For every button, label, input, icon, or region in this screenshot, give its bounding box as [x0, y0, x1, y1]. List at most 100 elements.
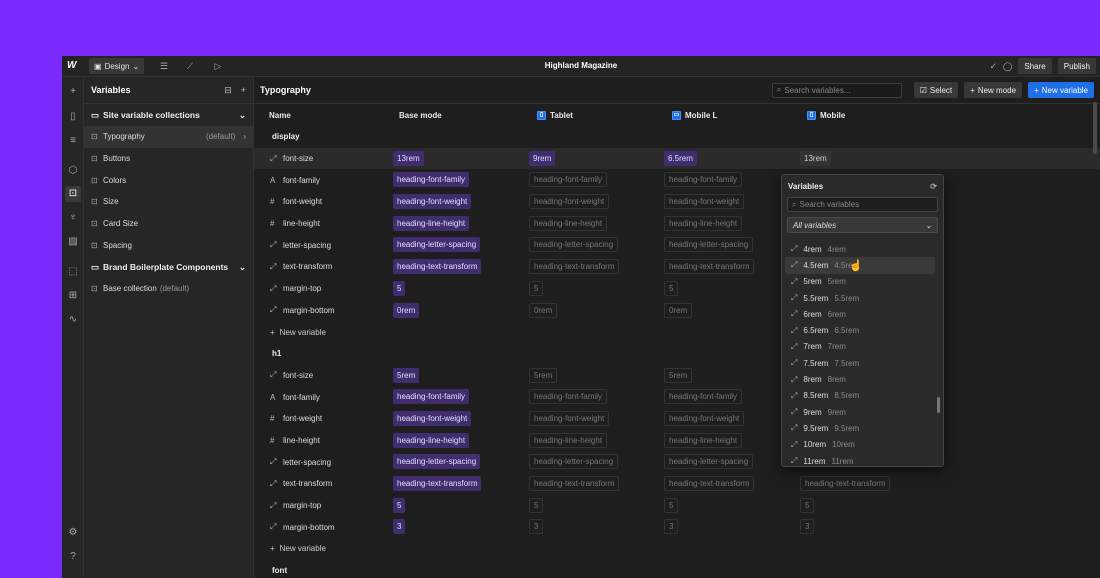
cell-mobile-l[interactable]: heading-font-weight	[664, 194, 745, 210]
column-mobile[interactable]: ▯ Mobile	[807, 105, 845, 126]
add-icon[interactable]: +	[70, 86, 76, 97]
new-variable-link[interactable]: + New variable	[270, 327, 326, 337]
popup-variable-item[interactable]: ⤢ 5rem 5rem	[791, 276, 846, 287]
table-row[interactable]: ⤢ margin-bottom 3 3 3 3	[254, 516, 1100, 538]
variable-name[interactable]: ⤢ margin-bottom	[270, 522, 335, 532]
cell-mobile-l[interactable]: heading-line-height	[664, 432, 743, 448]
table-scrollbar[interactable]	[1093, 102, 1097, 154]
cell-mobile[interactable]: 5	[800, 497, 815, 513]
popup-variable-item[interactable]: ⤢ 6.5rem 6.5rem	[791, 325, 860, 336]
table-row[interactable]: ⤢ text-transform heading-text-transform hea…	[254, 256, 1100, 278]
cell-mobile-l[interactable]: 5	[664, 280, 679, 296]
popup-variable-item[interactable]: ⤢ 8rem 8rem	[791, 374, 846, 385]
cell-tablet[interactable]: 5rem	[529, 367, 558, 383]
cell-mobile-l[interactable]: heading-line-height	[664, 215, 743, 231]
table-row[interactable]: ⤢ letter-spacing heading-letter-spacing hea…	[254, 234, 1100, 256]
cms-icon[interactable]: ☰	[159, 61, 169, 71]
cell-tablet[interactable]: heading-letter-spacing	[529, 454, 619, 470]
cell-mobile-l[interactable]: heading-font-family	[664, 389, 743, 405]
table-row[interactable]: # line-height heading-line-height heading-l…	[254, 430, 1100, 452]
assets-icon[interactable]: ▨	[68, 236, 78, 247]
cell-tablet[interactable]: heading-letter-spacing	[529, 237, 619, 253]
table-row[interactable]: ⤢ margin-top 5 5 5	[254, 278, 1100, 300]
cell-base[interactable]: heading-text-transform	[393, 476, 482, 491]
group-row[interactable]: h1	[254, 343, 1100, 365]
cell-mobile-l[interactable]: heading-font-weight	[664, 410, 745, 426]
group-row[interactable]: display	[254, 126, 1100, 148]
new-variable-row[interactable]: + New variable	[254, 538, 1100, 560]
table-row[interactable]: ⤢ letter-spacing heading-letter-spacing hea…	[254, 451, 1100, 473]
popup-variable-item[interactable]: ⤢ 10rem 10rem	[791, 439, 855, 450]
popup-search-input[interactable]: ⌕ Search variables	[787, 197, 938, 212]
cell-mobile-l[interactable]: 3	[664, 519, 679, 535]
cell-tablet[interactable]: heading-font-weight	[529, 194, 610, 210]
sidebar-item-buttons[interactable]: ⊡ Buttons	[91, 154, 131, 164]
column-mobile-l[interactable]: ▭ Mobile L	[672, 111, 718, 120]
audit-icon[interactable]: ∿	[68, 314, 78, 325]
brand-collections-header[interactable]: ▭ Brand Boilerplate Components ⌄	[91, 261, 246, 273]
cell-base[interactable]: heading-letter-spacing	[393, 237, 481, 253]
cell-tablet[interactable]: heading-font-weight	[529, 410, 610, 426]
cell-mobile-l[interactable]: heading-font-family	[664, 172, 743, 188]
refresh-icon[interactable]: ⟳	[930, 181, 937, 191]
cell-mobile-l[interactable]: 5	[664, 497, 679, 513]
table-row[interactable]: ⤢ text-transform heading-text-transform hea…	[254, 473, 1100, 495]
table-row[interactable]: ⤢ margin-bottom 0rem 0rem 0rem	[254, 300, 1100, 322]
variable-name[interactable]: # line-height	[270, 435, 320, 445]
webflow-logo-icon[interactable]: W	[67, 60, 77, 71]
cell-tablet[interactable]: 0rem	[529, 302, 558, 318]
cell-base[interactable]: heading-font-weight	[393, 410, 472, 426]
popup-variable-item[interactable]: ⤢ 5.5rem 5.5rem	[791, 293, 860, 303]
publish-button[interactable]: Publish	[1057, 58, 1096, 74]
sidebar-item-card-size[interactable]: ⊡ Card Size	[91, 219, 139, 229]
cell-tablet[interactable]: heading-text-transform	[529, 476, 620, 491]
cell-base[interactable]: heading-font-family	[393, 172, 470, 188]
new-variable-link[interactable]: + New variable	[270, 544, 326, 554]
cell-base[interactable]: heading-line-height	[393, 215, 470, 231]
cell-mobile-l[interactable]: 0rem	[664, 302, 693, 318]
cell-mobile[interactable]: 13rem	[800, 150, 831, 166]
cell-tablet[interactable]: heading-line-height	[529, 432, 608, 448]
site-collections-header[interactable]: ▭ Site variable collections ⌄	[91, 109, 246, 121]
table-row[interactable]: ⤢ font-size 13rem 9rem 6.5rem 13rem	[254, 147, 1100, 170]
comment-icon[interactable]: ◯	[1002, 60, 1013, 71]
navigator-icon[interactable]: ≡	[70, 135, 76, 146]
sidebar-item-base-collection[interactable]: ⊡ Base collection (default)	[91, 284, 190, 294]
new-variable-button[interactable]: + New variable	[1028, 82, 1094, 98]
group-row[interactable]: font	[254, 560, 1100, 578]
sidebar-item-typography[interactable]: ⊡ Typography (default) ›	[84, 126, 253, 148]
share-button[interactable]: Share	[1018, 58, 1052, 74]
mode-dropdown[interactable]: ▣ Design ⌄	[89, 58, 145, 74]
cell-base[interactable]: 13rem	[393, 150, 424, 166]
cell-mobile[interactable]: heading-text-transform	[800, 476, 891, 491]
variable-name[interactable]: ⤢ letter-spacing	[270, 457, 332, 467]
sidebar-item-colors[interactable]: ⊡ Colors	[91, 175, 127, 185]
add-collection-icon[interactable]: +	[240, 85, 246, 95]
analytics-icon[interactable]: ⟋	[186, 61, 194, 71]
cell-base[interactable]: heading-font-family	[393, 389, 470, 405]
variable-name[interactable]: ⤢ text-transform	[270, 478, 333, 489]
popup-variable-item[interactable]: ⤢ 9.5rem 9.5rem	[791, 423, 860, 433]
cell-mobile-l[interactable]: heading-text-transform	[664, 476, 755, 491]
cell-base[interactable]: heading-font-weight	[393, 194, 472, 210]
popup-variable-item[interactable]: ⤢ 11rem 11rem	[791, 456, 854, 466]
cell-base[interactable]: 5rem	[393, 367, 420, 383]
cell-mobile-l[interactable]: 6.5rem	[664, 150, 697, 166]
cell-base[interactable]: heading-text-transform	[393, 259, 482, 275]
cell-base[interactable]: 3	[393, 519, 406, 535]
variable-name[interactable]: ⤢ margin-top	[270, 500, 322, 511]
cell-tablet[interactable]: heading-font-family	[529, 172, 608, 188]
settings-icon[interactable]: ⚙	[68, 527, 78, 538]
cell-tablet[interactable]: 5	[529, 280, 544, 296]
column-tablet[interactable]: ▯ Tablet	[537, 105, 573, 126]
styles-icon[interactable]: ♆	[69, 212, 77, 223]
popup-variable-item[interactable]: ⤢ 7rem 7rem	[791, 341, 846, 352]
variable-name[interactable]: ⤢ margin-top	[270, 283, 322, 294]
popup-scrollbar[interactable]	[937, 397, 940, 413]
table-row[interactable]: ⤢ margin-top 5 5 5 5	[254, 495, 1100, 517]
variable-name[interactable]: # font-weight	[270, 414, 323, 424]
cell-base[interactable]: heading-letter-spacing	[393, 454, 481, 470]
